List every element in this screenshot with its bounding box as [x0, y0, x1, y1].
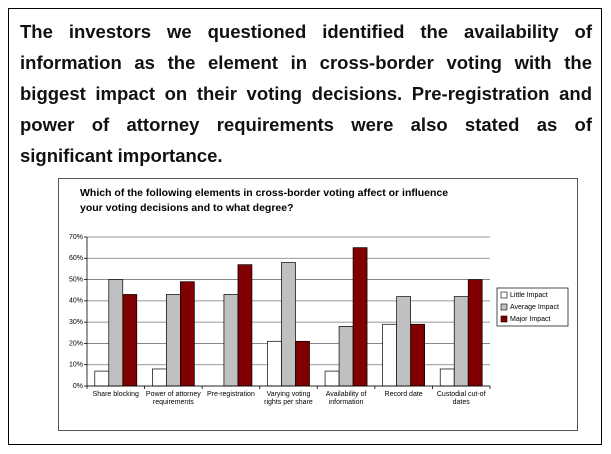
- bar: [338, 326, 354, 387]
- chart-title: Which of the following elements in cross…: [80, 187, 449, 214]
- y-tick-label: 50%: [69, 276, 83, 283]
- legend-label: Average Impact: [510, 304, 559, 311]
- y-tick-label: 20%: [69, 340, 83, 347]
- bar: [180, 281, 195, 387]
- x-tick-label: Varying voting rights per share: [264, 391, 313, 406]
- bar: [324, 370, 340, 387]
- x-tick-label: Record date: [384, 391, 423, 398]
- x-tick-label: Power of attorney requirements: [145, 391, 201, 406]
- lead-text: The investors we questioned identified t…: [20, 21, 592, 166]
- y-tick-label: 40%: [69, 298, 83, 305]
- bar: [166, 294, 181, 387]
- y-tick-label: 0%: [73, 383, 83, 390]
- bar: [281, 262, 296, 387]
- bar: [152, 368, 167, 387]
- legend-label: Little Impact: [510, 292, 548, 299]
- legend-swatch: [500, 303, 508, 311]
- bar: [410, 323, 425, 387]
- legend-label: Major Impact: [510, 316, 551, 323]
- y-tick-label: 60%: [69, 255, 83, 262]
- y-tick-label: 30%: [69, 319, 83, 326]
- bar: [467, 279, 483, 387]
- bar: [223, 294, 239, 387]
- bar: [382, 323, 397, 387]
- frame: [8, 8, 602, 445]
- bar: [453, 296, 469, 387]
- bar: [352, 247, 368, 387]
- bar: [122, 294, 138, 387]
- legend-swatch: [500, 315, 508, 323]
- x-tick-label: Custodial cut-of dates: [436, 391, 486, 406]
- y-tick-label: 10%: [69, 362, 83, 369]
- bar: [295, 340, 310, 387]
- x-tick-label: Share blocking: [92, 391, 139, 398]
- legend-swatch: [500, 291, 508, 299]
- bar: [108, 279, 124, 387]
- bar: [237, 264, 253, 387]
- x-tick-label: Availability of information: [325, 391, 367, 406]
- bar: [267, 340, 282, 387]
- y-tick-label: 70%: [69, 234, 83, 241]
- x-tick-label: Pre-registration: [206, 391, 255, 398]
- bar: [396, 296, 411, 387]
- bar: [94, 370, 110, 387]
- chart-box: [58, 178, 578, 431]
- bar: [439, 368, 455, 387]
- legend-box: [496, 287, 569, 327]
